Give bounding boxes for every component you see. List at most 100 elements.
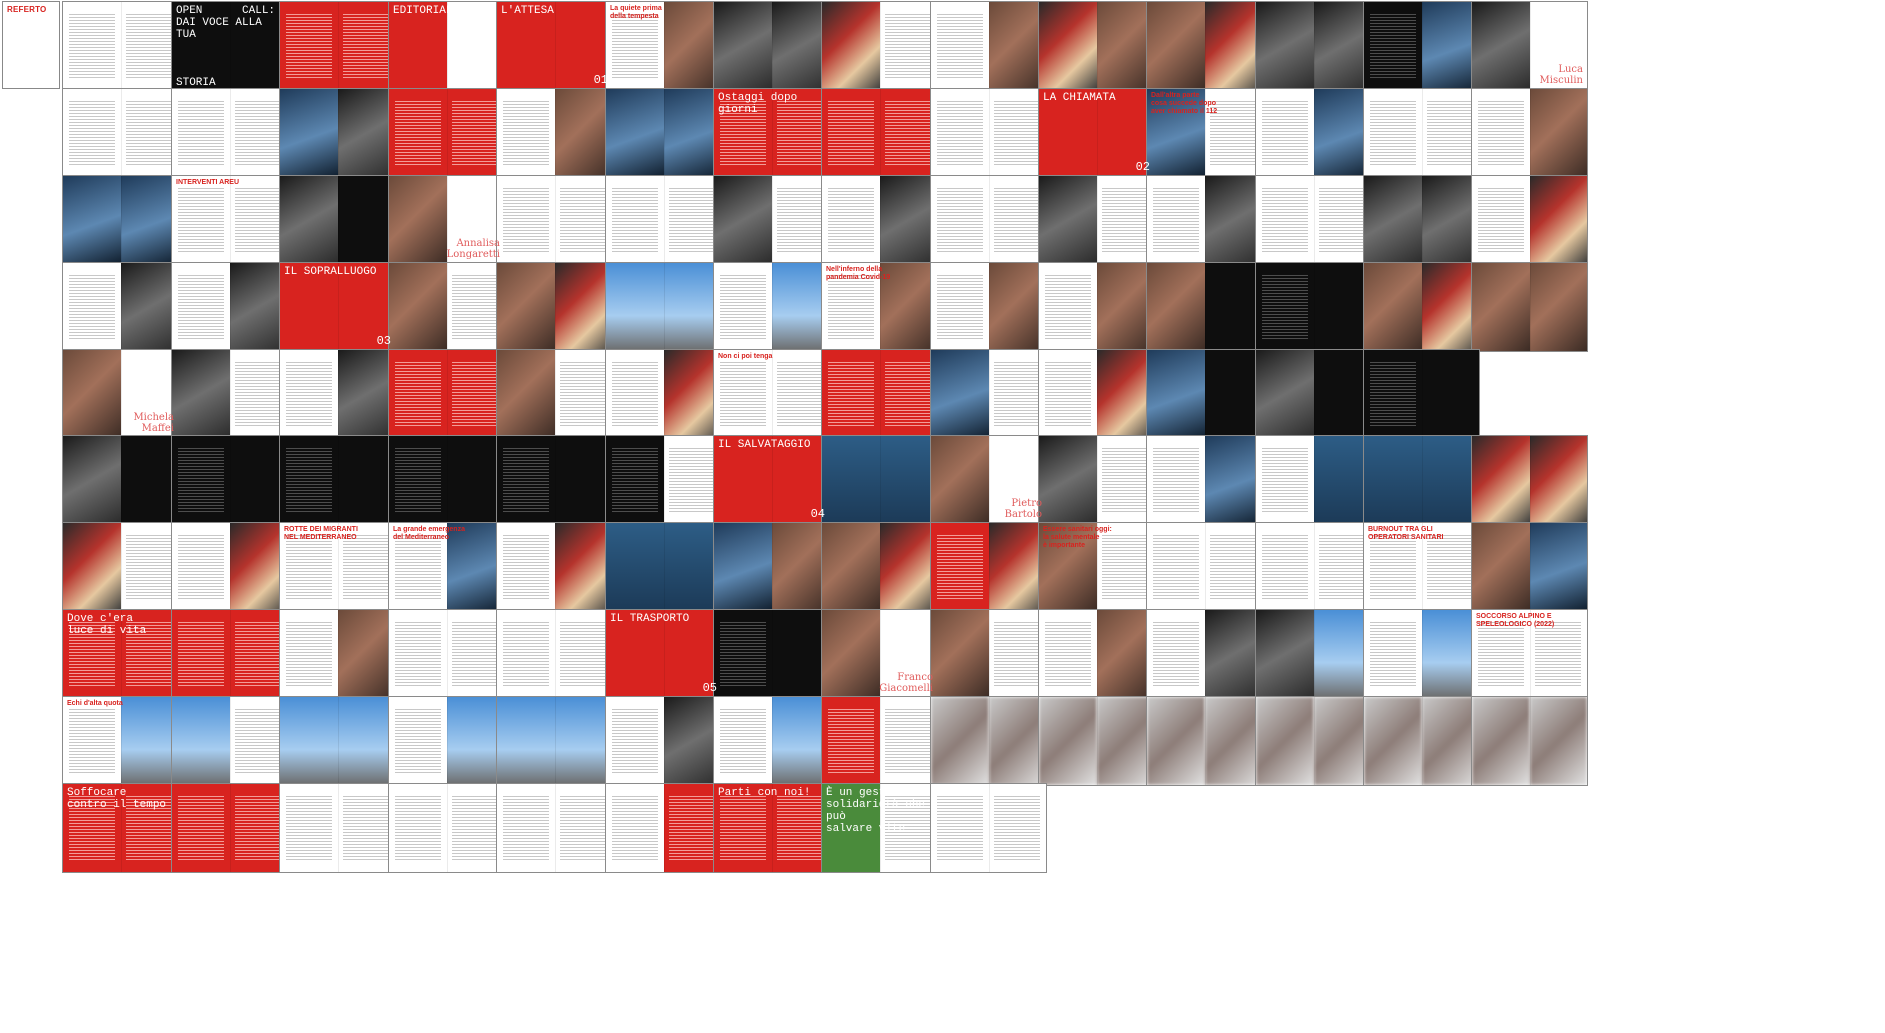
page-spread-thumbnail[interactable] bbox=[821, 88, 938, 178]
page-spread-thumbnail[interactable] bbox=[1363, 175, 1480, 265]
page-spread-thumbnail[interactable]: Annalisa Longaretti bbox=[388, 175, 505, 265]
page-spread-thumbnail[interactable] bbox=[1146, 262, 1263, 352]
page-spread-thumbnail[interactable]: La quiete prima della tempesta bbox=[605, 1, 722, 91]
page-spread-thumbnail[interactable]: Luca Misculin bbox=[1471, 1, 1588, 91]
page-spread-thumbnail[interactable]: Dall'altra parte cosa succede dopo aver … bbox=[1146, 88, 1263, 178]
page-spread-thumbnail[interactable] bbox=[605, 435, 722, 525]
page-spread-thumbnail[interactable] bbox=[713, 1, 830, 91]
page-spread-thumbnail[interactable] bbox=[1471, 522, 1588, 612]
page-spread-thumbnail[interactable] bbox=[62, 88, 179, 178]
page-spread-thumbnail[interactable]: EDITORIALE bbox=[388, 1, 505, 91]
page-spread-thumbnail[interactable] bbox=[930, 349, 1047, 439]
page-spread-thumbnail[interactable] bbox=[171, 262, 288, 352]
page-spread-thumbnail[interactable] bbox=[1255, 696, 1372, 786]
page-spread-thumbnail[interactable]: La grande emergenza del Mediterraneo bbox=[388, 522, 505, 612]
page-spread-thumbnail[interactable] bbox=[496, 522, 613, 612]
page-spread-thumbnail[interactable] bbox=[1038, 262, 1155, 352]
page-spread-thumbnail[interactable]: IL SOPRALLUOGO 03 bbox=[279, 262, 396, 352]
page-spread-thumbnail[interactable] bbox=[279, 435, 396, 525]
page-spread-thumbnail[interactable] bbox=[496, 609, 613, 699]
page-spread-thumbnail[interactable] bbox=[1146, 435, 1263, 525]
page-spread-thumbnail[interactable] bbox=[713, 696, 830, 786]
page-spread-thumbnail[interactable] bbox=[1255, 349, 1372, 439]
page-spread-thumbnail[interactable] bbox=[171, 696, 288, 786]
page-spread-thumbnail[interactable]: SOCCORSO ALPINO E SPELEOLOGICO (2022) bbox=[1471, 609, 1588, 699]
page-spread-thumbnail[interactable] bbox=[279, 88, 396, 178]
page-spread-thumbnail[interactable] bbox=[605, 349, 722, 439]
page-spread-thumbnail[interactable] bbox=[1038, 175, 1155, 265]
page-spread-thumbnail[interactable]: Dove c'era luce di vita bbox=[62, 609, 179, 699]
page-spread-thumbnail[interactable] bbox=[496, 696, 613, 786]
page-spread-thumbnail[interactable] bbox=[821, 1, 938, 91]
page-spread-thumbnail[interactable] bbox=[1255, 88, 1372, 178]
page-spread-thumbnail[interactable] bbox=[1471, 696, 1588, 786]
page-spread-thumbnail[interactable] bbox=[1363, 1, 1480, 91]
page-spread-thumbnail[interactable]: Michela Maffei bbox=[62, 349, 179, 439]
page-spread-thumbnail[interactable] bbox=[496, 435, 613, 525]
page-spread-thumbnail[interactable] bbox=[496, 349, 613, 439]
page-spread-thumbnail[interactable]: Non ci poi tenga bbox=[713, 349, 830, 439]
page-spread-thumbnail[interactable] bbox=[388, 262, 505, 352]
page-spread-thumbnail[interactable] bbox=[1471, 175, 1588, 265]
page-spread-thumbnail[interactable]: Ostaggi dopo giorni bbox=[713, 88, 830, 178]
page-spread-thumbnail[interactable] bbox=[1363, 349, 1480, 439]
page-spread-thumbnail[interactable]: Parti con noi! bbox=[713, 783, 830, 873]
page-spread-thumbnail[interactable] bbox=[171, 609, 288, 699]
page-spread-thumbnail[interactable] bbox=[821, 349, 938, 439]
page-spread-thumbnail[interactable]: ROTTE DEI MIGRANTI NEL MEDITERRANEO bbox=[279, 522, 396, 612]
page-spread-thumbnail[interactable] bbox=[1255, 175, 1372, 265]
page-spread-thumbnail[interactable] bbox=[1146, 696, 1263, 786]
page-spread-thumbnail[interactable] bbox=[62, 262, 179, 352]
page-spread-thumbnail[interactable] bbox=[821, 175, 938, 265]
page-spread-thumbnail[interactable] bbox=[1471, 262, 1588, 352]
page-spread-thumbnail[interactable] bbox=[1255, 522, 1372, 612]
page-spread-thumbnail[interactable] bbox=[713, 175, 830, 265]
page-spread-thumbnail[interactable] bbox=[496, 88, 613, 178]
page-spread-thumbnail[interactable] bbox=[1146, 349, 1263, 439]
page-spread-thumbnail[interactable] bbox=[821, 696, 938, 786]
page-spread-thumbnail[interactable] bbox=[1146, 175, 1263, 265]
page-spread-thumbnail[interactable]: INTERVENTI AREU bbox=[171, 175, 288, 265]
page-spread-thumbnail[interactable] bbox=[279, 175, 396, 265]
page-spread-thumbnail[interactable] bbox=[279, 349, 396, 439]
page-spread-thumbnail[interactable] bbox=[62, 175, 179, 265]
page-spread-thumbnail[interactable] bbox=[388, 696, 505, 786]
page-spread-thumbnail[interactable] bbox=[1146, 1, 1263, 91]
page-spread-thumbnail[interactable] bbox=[605, 783, 722, 873]
page-spread-thumbnail[interactable] bbox=[496, 783, 613, 873]
page-spread-thumbnail[interactable] bbox=[1038, 1, 1155, 91]
page-spread-thumbnail[interactable] bbox=[1038, 696, 1155, 786]
page-spread-thumbnail[interactable] bbox=[930, 783, 1047, 873]
page-spread-thumbnail[interactable] bbox=[930, 609, 1047, 699]
page-spread-thumbnail[interactable]: È un gesto di solidarietà che può salvar… bbox=[821, 783, 938, 873]
page-spread-thumbnail[interactable] bbox=[496, 262, 613, 352]
page-spread-thumbnail[interactable] bbox=[1363, 88, 1480, 178]
page-spread-thumbnail[interactable] bbox=[62, 1, 179, 91]
page-spread-thumbnail[interactable] bbox=[1038, 609, 1155, 699]
page-spread-thumbnail[interactable] bbox=[930, 262, 1047, 352]
page-spread-thumbnail[interactable] bbox=[388, 435, 505, 525]
page-spread-thumbnail[interactable] bbox=[388, 349, 505, 439]
page-spread-thumbnail[interactable] bbox=[930, 696, 1047, 786]
page-spread-thumbnail[interactable]: Essere sanitari oggi: la salute mentale … bbox=[1038, 522, 1155, 612]
page-spread-thumbnail[interactable] bbox=[1255, 262, 1372, 352]
page-spread-thumbnail[interactable] bbox=[605, 522, 722, 612]
page-spread-thumbnail[interactable] bbox=[279, 609, 396, 699]
page-spread-thumbnail[interactable] bbox=[1255, 609, 1372, 699]
page-spread-thumbnail[interactable] bbox=[930, 88, 1047, 178]
page-spread-thumbnail[interactable]: Pietro Bartolo bbox=[930, 435, 1047, 525]
page-spread-thumbnail[interactable]: Franco Giacomelli bbox=[821, 609, 938, 699]
cover-page[interactable]: REFERTO bbox=[2, 1, 60, 89]
page-spread-thumbnail[interactable] bbox=[171, 349, 288, 439]
page-spread-thumbnail[interactable] bbox=[62, 522, 179, 612]
page-spread-thumbnail[interactable]: IL TRASPORTO 05 bbox=[605, 609, 722, 699]
page-spread-thumbnail[interactable] bbox=[605, 88, 722, 178]
page-spread-thumbnail[interactable] bbox=[171, 783, 288, 873]
page-spread-thumbnail[interactable] bbox=[1146, 522, 1263, 612]
page-spread-thumbnail[interactable] bbox=[821, 435, 938, 525]
page-spread-thumbnail[interactable] bbox=[171, 88, 288, 178]
page-spread-thumbnail[interactable] bbox=[1255, 435, 1372, 525]
page-spread-thumbnail[interactable] bbox=[279, 1, 396, 91]
page-spread-thumbnail[interactable] bbox=[279, 783, 396, 873]
page-spread-thumbnail[interactable]: BURNOUT TRA GLI OPERATORI SANITARI bbox=[1363, 522, 1480, 612]
